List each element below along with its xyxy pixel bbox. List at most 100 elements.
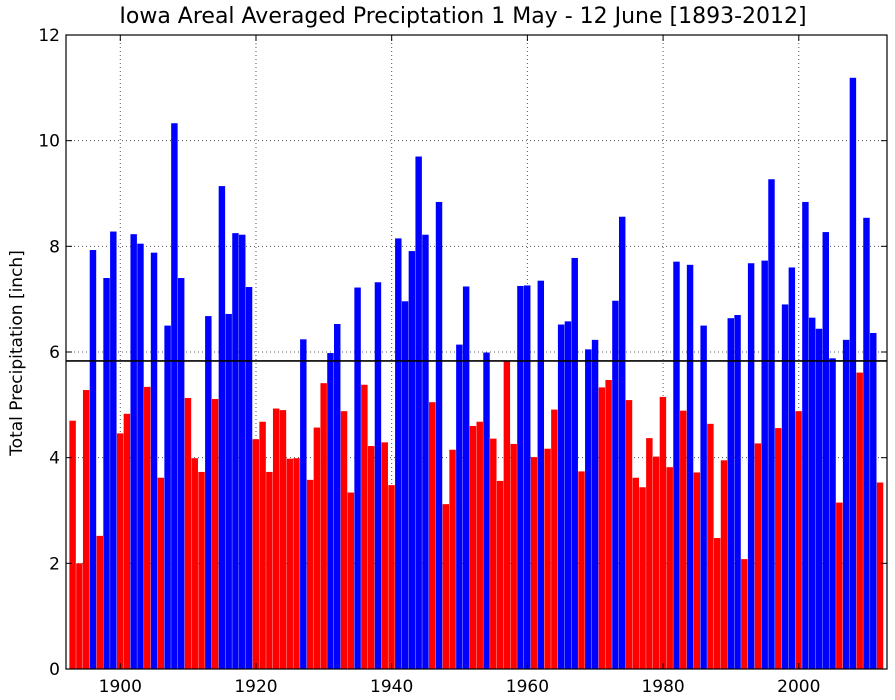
bar-2011 bbox=[870, 332, 877, 669]
bar-1990 bbox=[727, 318, 734, 669]
y-tick-label: 6 bbox=[49, 343, 60, 363]
bar-1906 bbox=[157, 477, 165, 669]
bar-1943 bbox=[408, 251, 416, 669]
x-tick-label: 1920 bbox=[234, 677, 277, 697]
bar-1966 bbox=[564, 321, 572, 669]
bar-1904 bbox=[144, 386, 151, 669]
y-tick-label: 0 bbox=[49, 660, 60, 680]
bar-2009 bbox=[856, 372, 863, 669]
bar-1999 bbox=[788, 267, 796, 669]
bar-1992 bbox=[741, 559, 748, 669]
bar-1985 bbox=[693, 472, 701, 669]
bar-1898 bbox=[103, 278, 110, 669]
bar-1958 bbox=[510, 443, 517, 669]
bar-1952 bbox=[469, 425, 477, 669]
bar-1936 bbox=[361, 384, 368, 669]
x-tick-label: 2000 bbox=[777, 677, 820, 697]
bars-layer bbox=[69, 77, 884, 670]
bar-1963 bbox=[544, 448, 551, 669]
bar-1913 bbox=[205, 316, 212, 669]
bar-1993 bbox=[747, 263, 755, 669]
bar-1902 bbox=[130, 234, 137, 669]
bar-2003 bbox=[815, 328, 823, 669]
bar-1956 bbox=[496, 480, 504, 669]
bar-2004 bbox=[822, 232, 829, 669]
bar-1900 bbox=[116, 433, 124, 669]
bar-1984 bbox=[686, 264, 694, 669]
y-tick-label: 8 bbox=[49, 237, 60, 257]
bar-1934 bbox=[347, 492, 355, 669]
bar-2000 bbox=[795, 411, 802, 669]
bar-1912 bbox=[198, 471, 205, 669]
bar-1923 bbox=[272, 408, 280, 669]
y-axis-label: Total Precipitation [inch] bbox=[7, 250, 27, 457]
bar-1905 bbox=[150, 252, 158, 670]
bar-2012 bbox=[876, 482, 884, 669]
bar-1901 bbox=[123, 413, 131, 669]
bar-1976 bbox=[632, 477, 640, 669]
bar-2006 bbox=[836, 502, 843, 669]
bar-1951 bbox=[462, 286, 470, 669]
bar-1895 bbox=[82, 390, 90, 669]
bar-1959 bbox=[517, 285, 524, 669]
bar-1899 bbox=[110, 231, 117, 670]
bar-1916 bbox=[225, 313, 232, 669]
bar-1933 bbox=[340, 411, 348, 669]
bar-1932 bbox=[334, 324, 341, 669]
bar-1974 bbox=[618, 216, 626, 669]
bar-1893 bbox=[69, 420, 76, 669]
bar-1980 bbox=[659, 396, 667, 669]
bar-1975 bbox=[625, 400, 633, 669]
bar-1995 bbox=[761, 260, 768, 669]
bar-1979 bbox=[652, 456, 660, 669]
bar-1915 bbox=[218, 186, 226, 669]
bar-1971 bbox=[598, 387, 606, 669]
bar-2007 bbox=[842, 339, 850, 669]
bar-1988 bbox=[713, 537, 721, 669]
bar-1947 bbox=[435, 201, 443, 669]
bar-1945 bbox=[422, 234, 429, 669]
bar-1953 bbox=[476, 421, 483, 669]
bar-1925 bbox=[286, 458, 293, 669]
chart-title: Iowa Areal Averaged Preciptation 1 May -… bbox=[119, 4, 806, 29]
bar-1994 bbox=[754, 443, 762, 669]
bar-1983 bbox=[680, 410, 687, 669]
bar-1965 bbox=[557, 324, 565, 669]
bar-1987 bbox=[707, 423, 714, 669]
bar-1998 bbox=[781, 304, 789, 669]
bar-1929 bbox=[313, 427, 321, 669]
bar-1972 bbox=[605, 380, 612, 669]
bar-1944 bbox=[415, 156, 422, 669]
y-tick-label: 2 bbox=[49, 554, 60, 574]
bar-1935 bbox=[354, 287, 361, 669]
bar-1949 bbox=[449, 449, 456, 669]
bar-1989 bbox=[720, 460, 728, 669]
bar-1894 bbox=[76, 563, 83, 669]
bar-1908 bbox=[171, 123, 178, 670]
bar-2001 bbox=[802, 201, 809, 669]
bar-2005 bbox=[829, 358, 836, 669]
bar-1991 bbox=[734, 315, 741, 669]
bar-1939 bbox=[381, 442, 388, 669]
bar-1921 bbox=[259, 421, 266, 669]
bar-1982 bbox=[673, 261, 680, 669]
bar-1930 bbox=[320, 383, 327, 669]
bar-1909 bbox=[177, 278, 185, 669]
bar-1920 bbox=[252, 439, 260, 669]
bar-1969 bbox=[585, 349, 592, 669]
ticks-layer: 1900 1920 1940 1960 1980 2000 0 2 4 6 8 10 12 bbox=[38, 26, 887, 697]
bar-1948 bbox=[442, 504, 450, 669]
x-tick-label: 1980 bbox=[641, 677, 684, 697]
x-tick-label: 1960 bbox=[506, 677, 549, 697]
bar-1957 bbox=[503, 361, 511, 669]
bar-1907 bbox=[164, 325, 171, 669]
bar-1896 bbox=[89, 250, 97, 669]
bar-1940 bbox=[388, 485, 395, 669]
x-tick-label: 1900 bbox=[99, 677, 142, 697]
bar-1922 bbox=[266, 471, 273, 669]
bar-1977 bbox=[639, 487, 646, 669]
bar-1942 bbox=[401, 301, 409, 669]
bar-1946 bbox=[429, 402, 436, 669]
bar-2008 bbox=[849, 77, 857, 670]
